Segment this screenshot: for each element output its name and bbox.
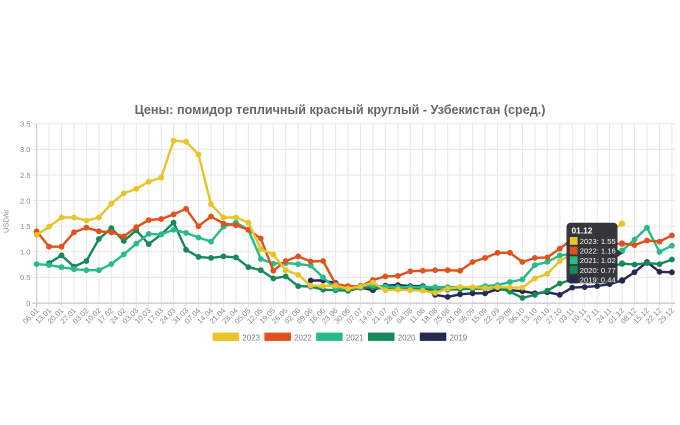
svg-text:2021: 2021	[346, 334, 364, 343]
svg-text:2021: 1.02: 2021: 1.02	[580, 256, 616, 265]
svg-text:3.0: 3.0	[20, 145, 31, 154]
svg-text:2020: 0.77: 2020: 0.77	[580, 266, 616, 275]
svg-text:2019: 2019	[450, 334, 468, 343]
svg-text:2023: 2023	[242, 334, 260, 343]
svg-text:2.0: 2.0	[20, 196, 31, 205]
svg-text:1.0: 1.0	[20, 248, 31, 257]
svg-text:01.12: 01.12	[572, 226, 593, 236]
svg-text:2022: 1.16: 2022: 1.16	[580, 247, 616, 256]
svg-text:Цены: помидор тепличный красны: Цены: помидор тепличный красный круглый …	[135, 103, 546, 117]
svg-text:2.5: 2.5	[20, 171, 31, 180]
svg-text:0.5: 0.5	[20, 273, 31, 282]
svg-text:0: 0	[26, 299, 30, 308]
svg-text:2023: 1.55: 2023: 1.55	[580, 237, 616, 246]
svg-text:USD/кг: USD/кг	[2, 209, 11, 233]
svg-text:2020: 2020	[398, 334, 416, 343]
svg-text:2022: 2022	[294, 334, 312, 343]
svg-text:3.5: 3.5	[20, 120, 31, 129]
svg-text:2019: 0.44: 2019: 0.44	[580, 275, 616, 284]
svg-text:1.5: 1.5	[20, 222, 31, 231]
